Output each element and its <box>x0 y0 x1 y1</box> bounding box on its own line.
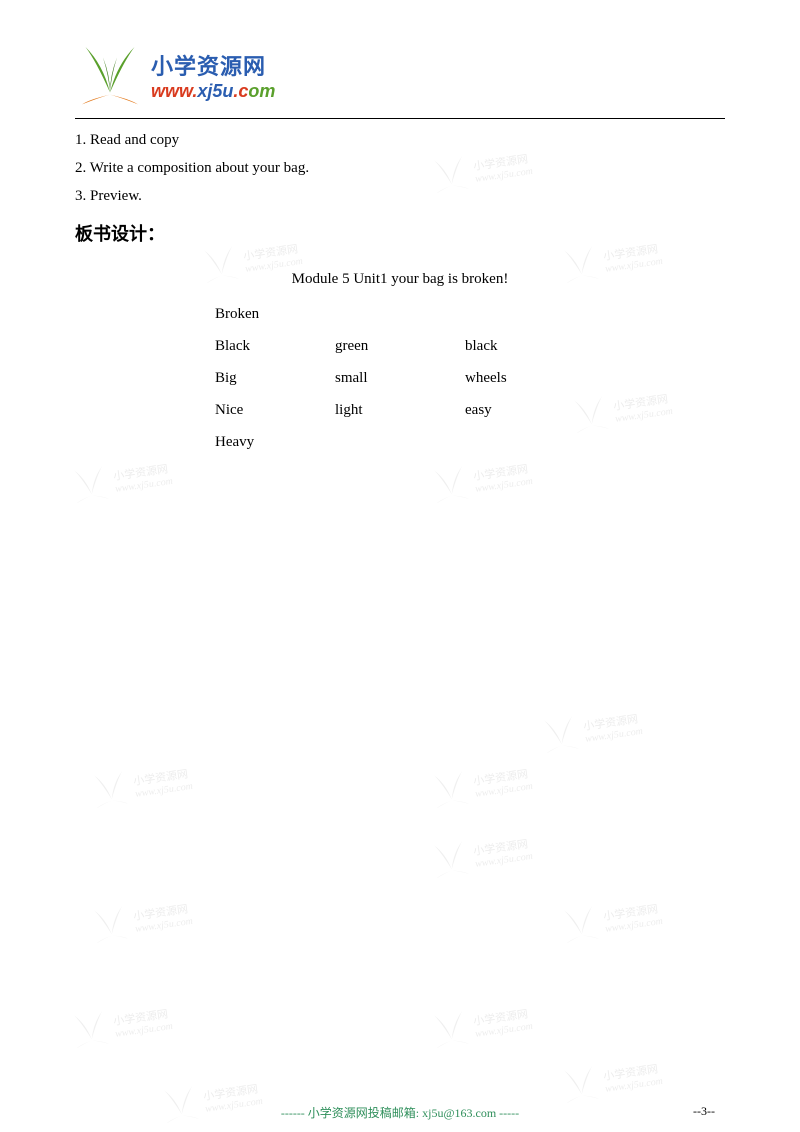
cell: light <box>335 397 465 425</box>
cell: wheels <box>465 365 565 393</box>
footer-page-number: --3-- <box>693 1104 715 1119</box>
table-row: Big small wheels <box>215 363 725 395</box>
module-title: Module 5 Unit1 your bag is broken! <box>75 266 725 294</box>
cell: easy <box>465 397 565 425</box>
document-content: 1. Read and copy 2. Write a composition … <box>75 127 725 459</box>
cell: green <box>335 333 465 361</box>
cell: Big <box>215 365 335 393</box>
header-logo: 小学资源网 www.xj5u.com <box>75 40 725 119</box>
cell: small <box>335 365 465 393</box>
list-item: 3. Preview. <box>75 183 725 211</box>
document-page: 小学资源网 www.xj5u.com 1. Read and copy 2. W… <box>0 0 800 1132</box>
list-item: 2. Write a composition about your bag. <box>75 155 725 183</box>
cell: black <box>465 333 565 361</box>
logo-text: 小学资源网 www.xj5u.com <box>151 49 275 102</box>
table-row: Heavy <box>215 427 725 459</box>
logo-url: www.xj5u.com <box>151 81 275 102</box>
table-row: Nice light easy <box>215 395 725 427</box>
footer-center: ------ 小学资源网投稿邮箱: xj5u@163.com ----- <box>281 1104 519 1121</box>
word-table: Broken Black green black Big small wheel… <box>215 299 725 459</box>
cell: Black <box>215 333 335 361</box>
cell: Broken <box>215 301 335 329</box>
logo-cn-text: 小学资源网 <box>151 49 275 81</box>
cell: Heavy <box>215 429 335 457</box>
logo-icon <box>75 40 145 110</box>
table-row: Black green black <box>215 331 725 363</box>
table-row: Broken <box>215 299 725 331</box>
section-title: 板书设计： <box>75 218 725 251</box>
list-item: 1. Read and copy <box>75 127 725 155</box>
cell: Nice <box>215 397 335 425</box>
